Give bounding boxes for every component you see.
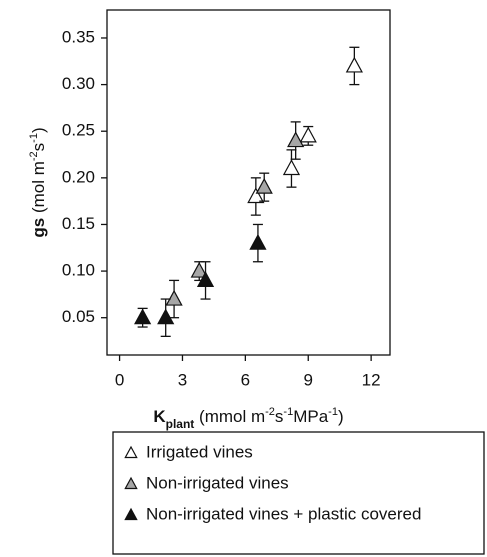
point [190,261,208,278]
point [299,126,317,143]
y-tick-label: 0.10 [62,261,95,280]
x-axis-label-part: (mmol m [194,407,265,426]
x-axis-label-part: s [275,407,284,426]
x-axis-label-part: K [153,407,166,426]
x-tick-label: 0 [115,370,124,389]
point [165,289,183,306]
x-axis-label-part: -2 [265,406,275,418]
point [134,308,152,325]
legend-marker [124,507,138,521]
y-axis-label-part: (mol m [29,161,48,218]
point [249,233,267,250]
y-tick-label: 0.30 [62,74,95,93]
legend-marker [124,445,138,459]
y-tick-label: 0.25 [62,121,95,140]
point [247,187,265,204]
point [255,177,273,194]
x-tick-label: 6 [241,370,250,389]
x-axis-label: Kplant (mmol m-2s-1MPa-1) [153,406,343,431]
legend-label: Non-irrigated vines [146,473,289,492]
legend-box [112,431,485,555]
x-tick-label: 12 [362,370,381,389]
point [282,159,301,176]
x-axis-label-part: -1 [283,406,293,418]
point [345,56,363,73]
legend-label: Irrigated vines [146,442,253,461]
y-tick-label: 0.20 [62,167,95,186]
y-axis-label-part: gs [29,218,48,238]
y-axis-label-part: s [29,143,48,152]
y-axis-label-part: -2 [28,151,40,161]
point [287,131,305,148]
y-tick-label: 0.15 [62,214,95,233]
x-axis-label-part: ) [338,407,344,426]
x-axis-label-part: plant [166,417,195,431]
x-axis-label-part: -1 [328,406,338,418]
legend-marker [124,476,138,490]
x-tick-label: 9 [304,370,313,389]
legend-label: Non-irrigated vines + plastic covered [146,504,421,523]
y-axis-label: gs (mol m-2s-1) [28,127,49,237]
x-axis-label-part: MPa [293,407,329,426]
plot-frame [106,9,391,356]
point [196,271,215,288]
y-tick-label: 0.05 [62,307,95,326]
y-tick-label: 0.35 [62,27,95,46]
y-axis-label-part: -1 [28,133,40,143]
y-axis-label-part: ) [29,127,48,133]
x-tick-label: 3 [178,370,187,389]
point [157,308,175,325]
